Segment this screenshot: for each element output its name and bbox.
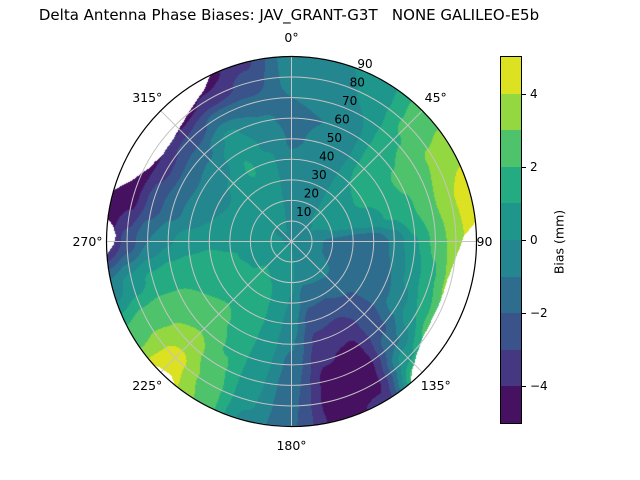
colorbar-tick-label: −2: [530, 306, 548, 321]
colorbar-tick: [522, 240, 526, 241]
colorbar-tick-label: 2: [530, 159, 538, 174]
radial-tick-label-60: 60: [334, 113, 349, 127]
colorbar-tick-label: 4: [530, 86, 538, 101]
colorbar-tick: [522, 166, 526, 168]
colorbar-axis-label: Bias (mm): [551, 209, 567, 275]
azimuth-tick-label-0: 0°: [284, 30, 298, 45]
colorbar-band: [501, 313, 521, 351]
azimuth-gridline-225: [160, 241, 292, 373]
azimuth-tick-label-45: 45°: [425, 90, 447, 105]
radial-tick-label-20: 20: [304, 186, 319, 200]
colorbar-tick: [522, 93, 526, 95]
azimuth-tick-label-315: 315°: [132, 90, 162, 105]
colorbar-band: [501, 130, 521, 168]
azimuth-tick-label-180: 180°: [276, 438, 306, 453]
colorbar-tick-label: −4: [530, 379, 548, 394]
radial-tick-label-40: 40: [319, 150, 334, 164]
radial-tick-label-90: 90: [357, 57, 372, 71]
colorbar-band: [501, 57, 521, 95]
radial-tick-label-50: 50: [327, 131, 342, 145]
colorbar: [500, 56, 522, 424]
azimuth-tick-label-270: 270°: [72, 234, 102, 249]
azimuth-gridline-315: [160, 110, 292, 242]
azimuth-tick-label-225: 225°: [132, 378, 162, 393]
colorbar-tick: [522, 313, 526, 315]
colorbar-gradient: [501, 57, 521, 424]
polar-spine: [105, 55, 478, 428]
radial-tick-label-70: 70: [342, 94, 357, 108]
radial-tick-label-10: 10: [296, 205, 311, 219]
radial-tick-label-30: 30: [311, 168, 326, 182]
colorbar-band: [501, 166, 521, 204]
colorbar-band: [501, 386, 521, 424]
azimuth-tick-label-90: 90: [477, 234, 493, 249]
colorbar-tick-label: 0: [530, 233, 538, 247]
colorbar-band: [501, 240, 521, 278]
colorbar-band: [501, 93, 521, 131]
colorbar-band: [501, 349, 521, 387]
colorbar-band: [501, 276, 521, 314]
radial-tick-label-80: 80: [350, 76, 365, 90]
azimuth-gridline-45: [291, 110, 423, 242]
azimuth-tick-label-135: 135°: [421, 378, 451, 393]
colorbar-tick: [522, 386, 526, 388]
colorbar-band: [501, 203, 521, 241]
azimuth-gridline-135: [291, 241, 423, 373]
